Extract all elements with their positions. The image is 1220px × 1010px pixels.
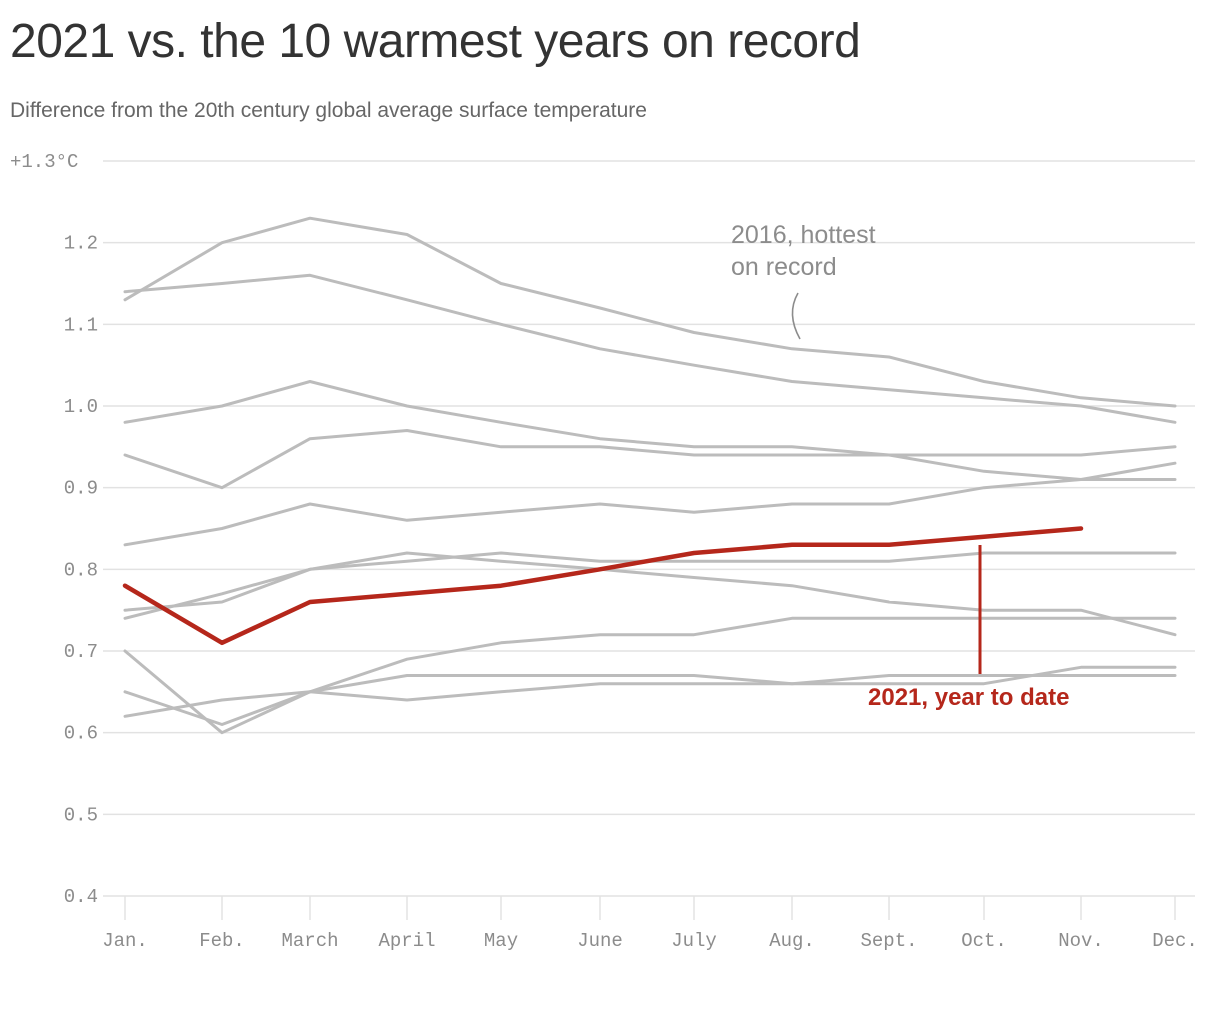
gridlines [103,160,1195,897]
y-tick-label: 0.7 [64,641,98,663]
background-series-line [123,551,1177,637]
y-tick-label: 0.9 [64,478,98,500]
y-tick-label: 0.5 [64,804,98,826]
x-tick-label: Nov. [1058,930,1104,952]
x-tick-label: March [281,930,338,952]
y-tick-label: 0.8 [64,559,98,581]
y-tick-label: 1.0 [64,396,98,418]
annotation-2021-label: 2021, year to date [868,684,1069,711]
annotation-2016-leader [791,292,801,340]
background-series-line [123,273,1177,424]
series-2021-line [122,526,1084,646]
y-tick-label: 0.4 [64,886,98,908]
x-tick-label: Jan. [102,930,148,952]
background-series-line [123,429,1177,490]
y-axis-ticks: 0.4 0.5 0.6 0.7 0.8 0.9 1.0 1.1 1.2 +1.3°C [10,151,98,908]
x-tick-label: May [484,930,518,952]
background-series-line [123,216,1177,408]
x-tick-label: Aug. [769,930,815,952]
background-series-line [123,461,1177,547]
y-tick-label: 0.6 [64,723,98,745]
background-series [123,216,1177,735]
chart-subtitle: Difference from the 20th century global … [10,99,647,122]
y-tick-label: 1.2 [64,233,98,255]
background-series-line [123,380,1177,481]
x-tick-label: Oct. [961,930,1007,952]
y-tick-label: 1.1 [64,314,98,336]
annotation-2016-line-2: on record [731,253,837,281]
x-tick-label: Dec. [1152,930,1198,952]
x-tick-label: Sept. [860,930,917,952]
background-series-line [123,665,1177,718]
x-tick-label: July [671,930,717,952]
x-tick-label: April [378,930,435,952]
x-axis-ticks: Jan. Feb. March April May June July Aug. Sept. Oc… [102,896,1198,952]
x-tick-label: Feb. [199,930,245,952]
x-tick-label: June [577,930,623,952]
chart-title: 2021 vs. the 10 warmest years on record [10,15,861,68]
annotations: 2016, hottest on record 2021, year to da… [731,221,1069,711]
annotation-2016-line-1: 2016, hottest [731,221,876,249]
highlight-series [122,526,1084,646]
y-tick-label: +1.3°C [10,151,78,173]
background-series-line [123,674,1177,726]
